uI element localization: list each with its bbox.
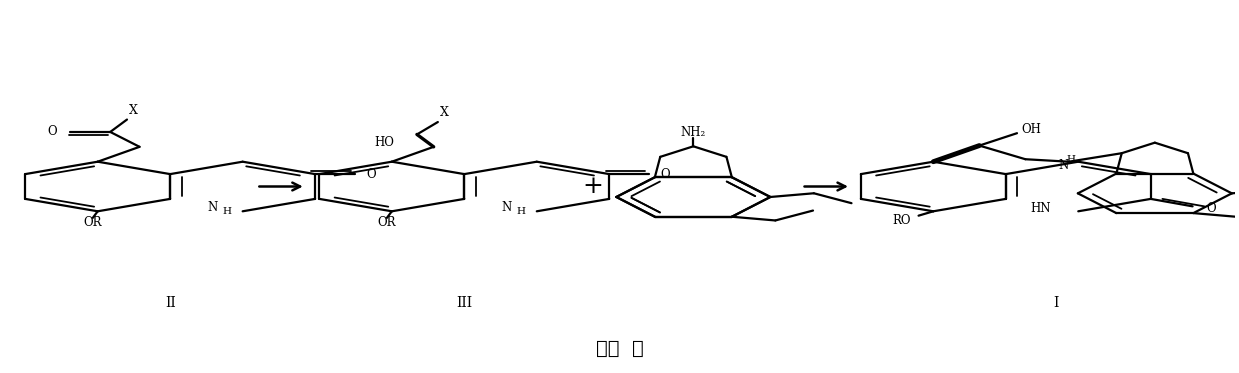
Text: III: III — [456, 296, 472, 310]
Text: N: N — [502, 201, 512, 214]
Text: O: O — [47, 125, 57, 138]
Text: N: N — [1059, 159, 1069, 172]
Text: O: O — [367, 167, 375, 181]
Text: X: X — [440, 106, 449, 119]
Text: 路线  二: 路线 二 — [596, 340, 643, 358]
Text: OH: OH — [1022, 123, 1042, 136]
Text: OR: OR — [83, 216, 102, 229]
Text: O: O — [660, 167, 670, 181]
Text: O: O — [1207, 202, 1215, 214]
Text: HN: HN — [1031, 202, 1051, 215]
Text: NH₂: NH₂ — [680, 126, 706, 139]
Text: H: H — [223, 207, 232, 216]
Text: X: X — [129, 104, 138, 117]
Text: H: H — [1067, 155, 1075, 164]
Text: H: H — [517, 207, 527, 216]
Text: II: II — [165, 296, 176, 310]
Text: HO: HO — [374, 136, 394, 149]
Text: OR: OR — [378, 216, 396, 229]
Text: +: + — [582, 175, 603, 198]
Text: N: N — [207, 201, 218, 214]
Text: RO: RO — [892, 214, 911, 227]
Text: I: I — [1053, 296, 1059, 310]
